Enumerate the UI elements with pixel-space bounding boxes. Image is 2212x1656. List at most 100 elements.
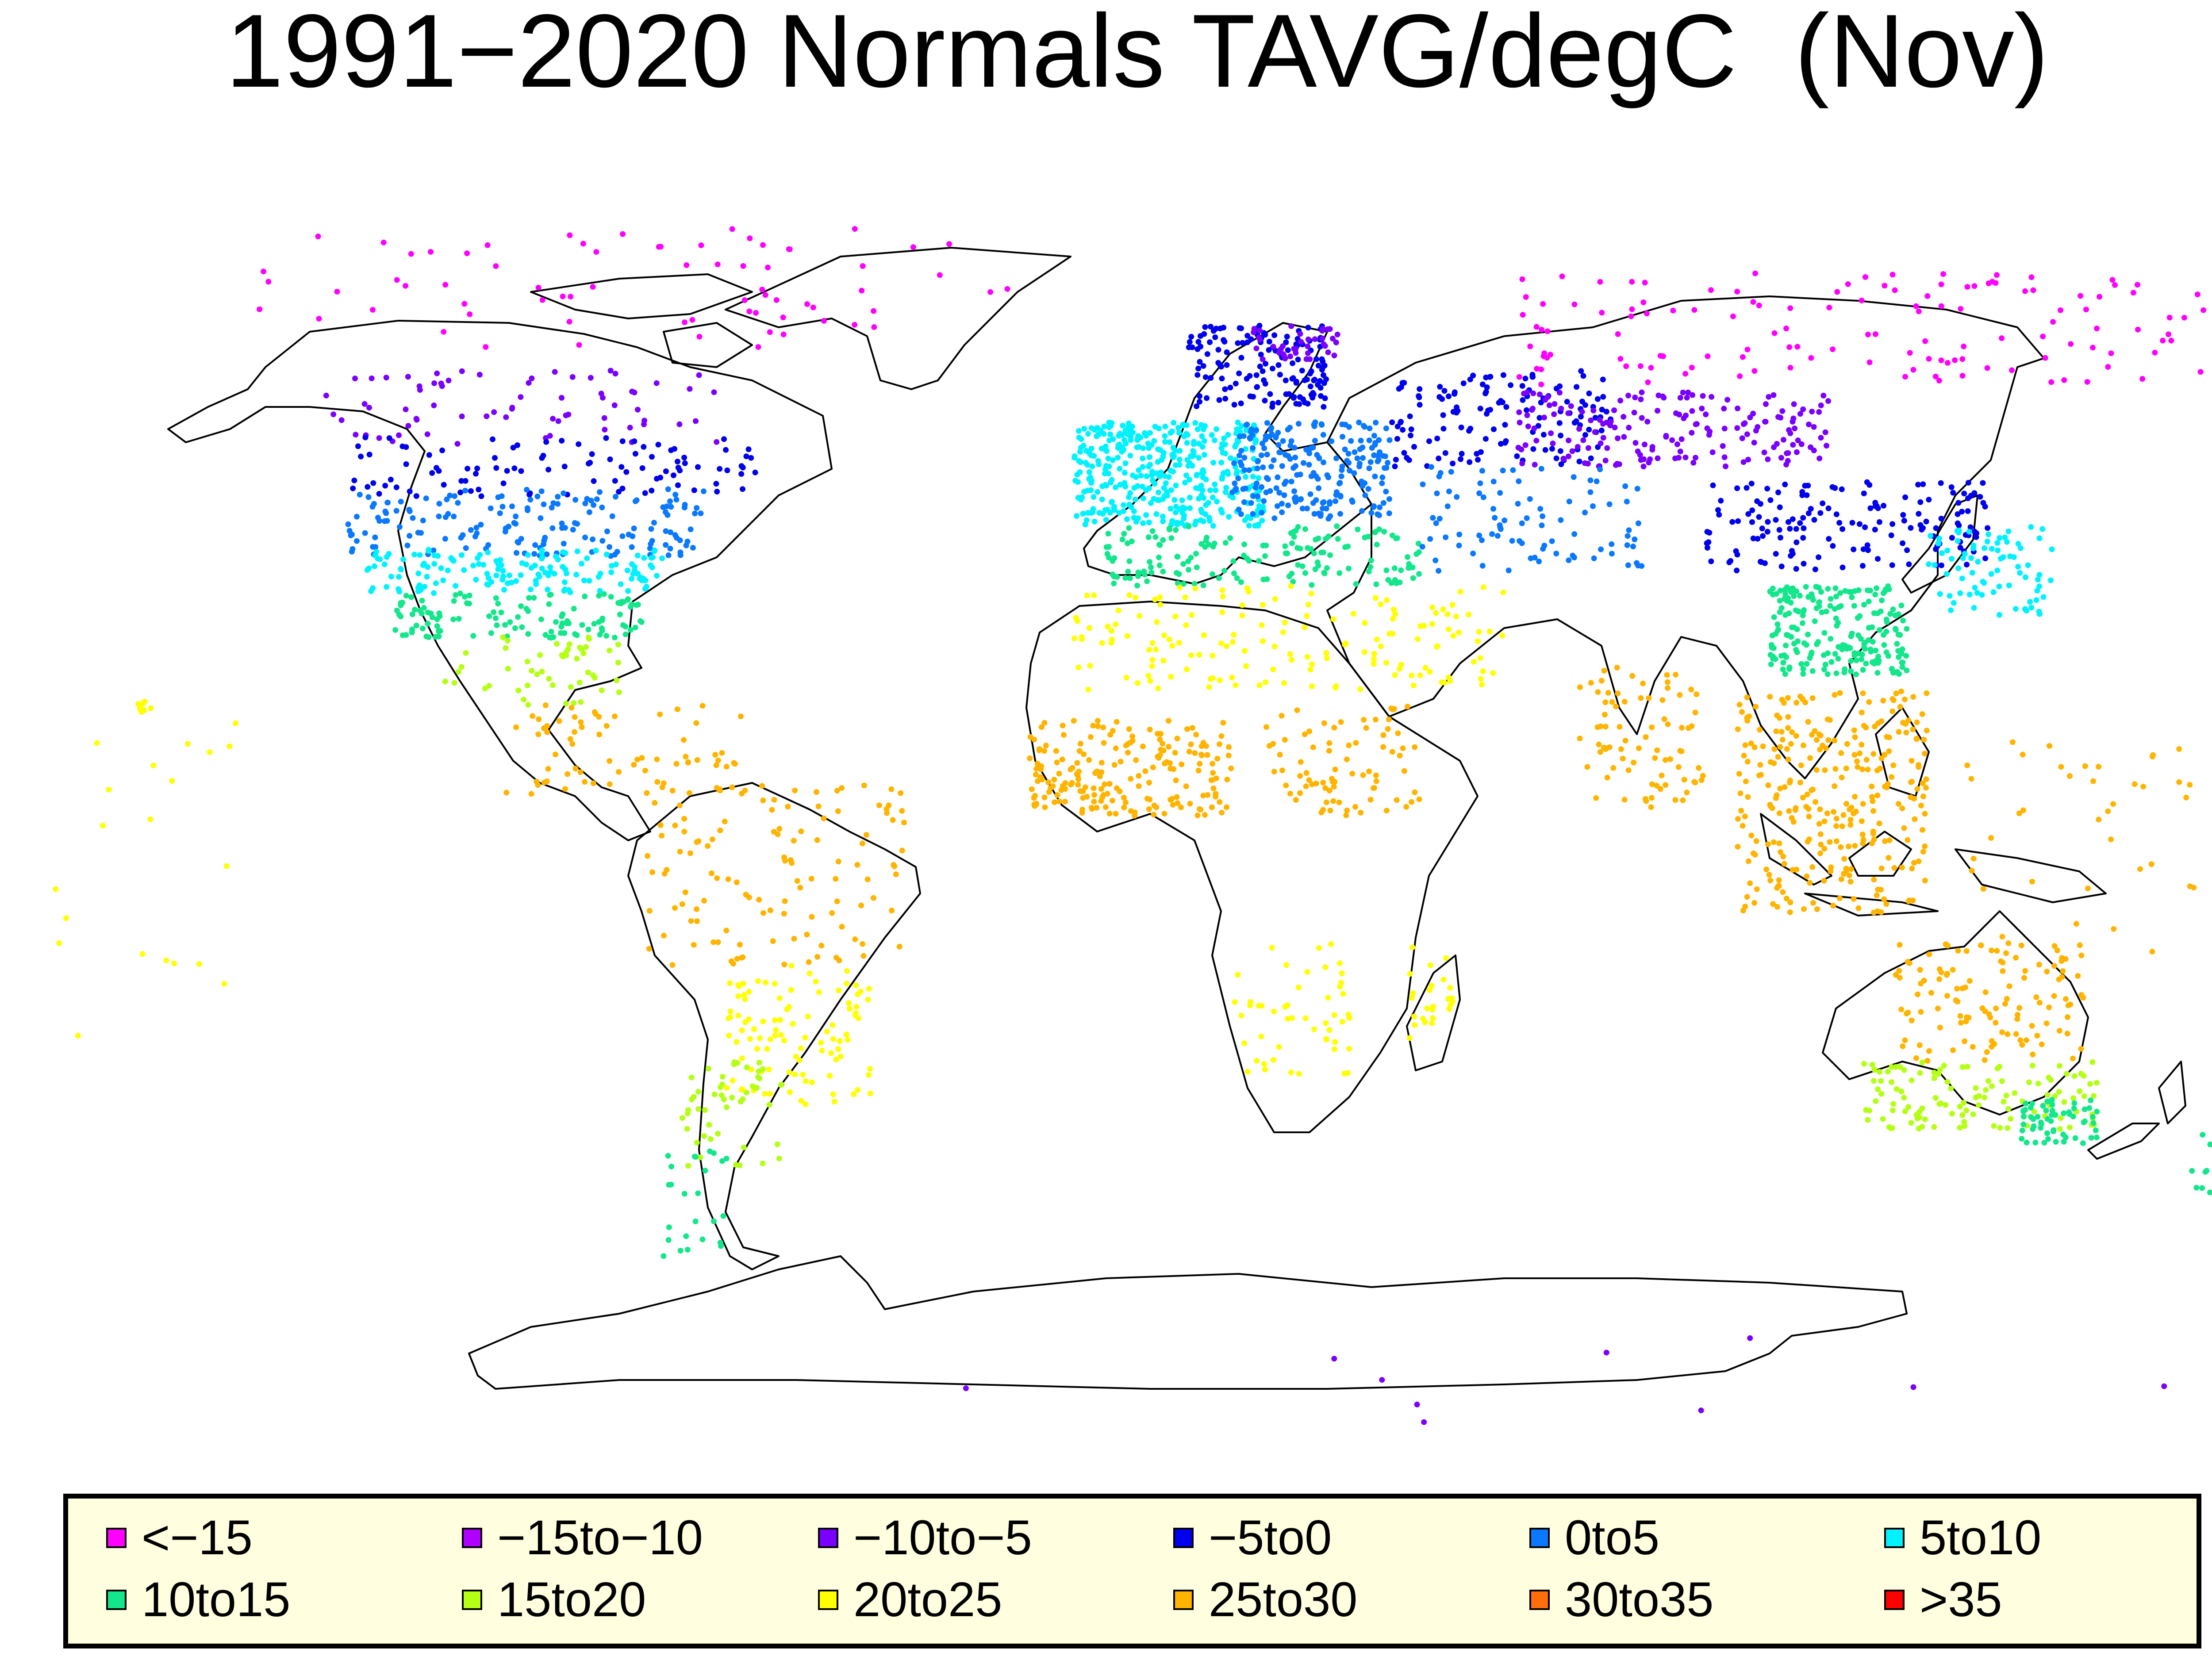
station-dot <box>1004 286 1010 292</box>
station-dot <box>1774 621 1781 627</box>
station-dot <box>1244 1069 1251 1075</box>
station-dot <box>1809 787 1815 794</box>
station-dot <box>1673 671 1679 678</box>
station-dot <box>1218 640 1224 646</box>
station-dot <box>1964 1014 1970 1020</box>
station-dot <box>1654 782 1660 789</box>
station-dot <box>1672 797 1678 803</box>
station-dot <box>559 437 565 444</box>
station-dot <box>1599 310 1605 316</box>
station-dot <box>797 885 803 891</box>
station-dot <box>1156 489 1162 495</box>
station-dot <box>1200 363 1206 369</box>
station-dot <box>747 1036 753 1042</box>
station-dot <box>1331 1012 1337 1018</box>
station-dot <box>559 613 565 619</box>
station-dot <box>782 858 788 864</box>
station-dot <box>1890 606 1896 613</box>
station-dot <box>1865 1117 1871 1123</box>
station-dot <box>2086 1105 2093 1111</box>
station-dot <box>502 529 508 535</box>
station-dot <box>701 488 707 494</box>
station-dot <box>1157 602 1164 608</box>
station-dot <box>763 979 768 985</box>
australia-outline <box>1822 910 2089 1116</box>
station-dot <box>1808 444 1814 450</box>
station-dot <box>1234 468 1240 475</box>
station-dot <box>1383 426 1389 431</box>
station-dot <box>1675 764 1682 770</box>
station-dot <box>1760 743 1766 749</box>
station-dot <box>2016 810 2022 816</box>
station-dot <box>1748 832 1755 839</box>
station-dot <box>1822 429 1828 435</box>
station-dot <box>641 444 647 450</box>
station-dot <box>1264 420 1270 426</box>
station-dot <box>1210 652 1216 659</box>
station-dot <box>1516 478 1522 484</box>
station-dot <box>1361 649 1367 655</box>
station-dot <box>392 627 399 633</box>
station-dot <box>1640 464 1647 470</box>
station-dot <box>1755 536 1761 542</box>
station-dot <box>2028 605 2035 611</box>
station-dot <box>1838 876 1844 882</box>
station-dot <box>1188 334 1194 340</box>
station-dot <box>495 561 501 567</box>
station-dot <box>2017 1037 2024 1043</box>
station-dot <box>1944 548 1951 553</box>
station-dot <box>1698 777 1705 783</box>
station-dot <box>407 488 413 494</box>
station-dot <box>1258 1034 1264 1039</box>
station-dot <box>1281 680 1287 686</box>
station-dot <box>1246 589 1252 595</box>
station-dot <box>1782 596 1788 602</box>
station-dot <box>871 895 876 901</box>
station-dot <box>1321 459 1326 465</box>
station-dot <box>1898 651 1905 657</box>
station-dot <box>1187 477 1192 483</box>
legend-label: <−15 <box>142 1510 253 1565</box>
station-dot <box>376 435 382 441</box>
station-dot <box>2066 1109 2072 1115</box>
station-dot <box>1621 414 1627 420</box>
station-dot <box>345 521 351 527</box>
station-dot <box>1751 440 1757 446</box>
station-dot <box>1810 900 1816 906</box>
station-dot <box>1383 659 1389 666</box>
station-dot <box>1635 520 1641 526</box>
station-dot <box>1914 736 1920 742</box>
station-dot <box>1957 1125 1963 1131</box>
station-dot <box>1134 444 1140 450</box>
station-dot <box>1968 776 1974 782</box>
station-dot <box>746 989 752 995</box>
station-dot <box>694 505 700 511</box>
station-dot <box>1557 448 1563 454</box>
station-dot <box>1102 467 1109 472</box>
station-dot <box>330 411 337 418</box>
station-dot <box>867 1090 873 1096</box>
station-dot <box>1785 632 1791 638</box>
station-dot <box>1436 456 1442 461</box>
station-dot <box>1502 422 1508 428</box>
station-dot <box>1344 756 1350 763</box>
station-dot <box>665 486 671 492</box>
legend-item: 20to25 <box>818 1573 1002 1626</box>
station-dot <box>1405 554 1410 560</box>
station-dot <box>474 465 480 472</box>
station-dot <box>417 607 423 613</box>
station-dot <box>1578 368 1584 374</box>
station-dot <box>1679 724 1685 731</box>
station-dot <box>1351 470 1357 476</box>
station-dot <box>1137 613 1143 619</box>
station-dot <box>701 1133 707 1139</box>
station-dot <box>1736 702 1743 708</box>
station-dot <box>2137 866 2143 872</box>
station-dot <box>1227 535 1233 541</box>
station-dot <box>1427 669 1433 675</box>
station-dot <box>1710 482 1716 488</box>
station-dot <box>362 530 368 536</box>
station-dot <box>1941 1062 1947 1069</box>
station-dot <box>1367 797 1374 803</box>
station-dot <box>1238 511 1244 517</box>
